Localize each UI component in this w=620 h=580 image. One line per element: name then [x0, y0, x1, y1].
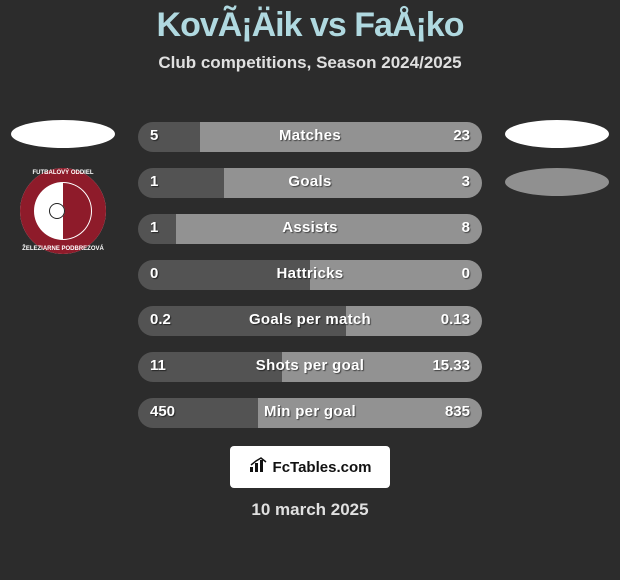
comparison-card: KovÃ¡Äik vs FaÅ¡ko Club competitions, Se…	[0, 0, 620, 580]
stat-left-value: 0	[150, 265, 158, 282]
stat-right-value: 23	[453, 127, 470, 144]
page-subtitle: Club competitions, Season 2024/2025	[0, 53, 620, 73]
chart-icon	[249, 457, 269, 477]
right-player-oval-1	[505, 120, 609, 148]
stat-bar: Goals1 3	[138, 168, 482, 198]
stat-bar: Matches5 23	[138, 122, 482, 152]
stat-label: Goals per match	[138, 311, 482, 328]
crest-right-half	[63, 183, 91, 239]
stat-bar: Assists1 8	[138, 214, 482, 244]
right-player-column	[502, 120, 612, 216]
page-title: KovÃ¡Äik vs FaÅ¡ko	[0, 0, 620, 45]
crest-ball-icon	[49, 203, 65, 219]
stat-left-value: 1	[150, 219, 158, 236]
stat-label: Matches	[138, 127, 482, 144]
stat-right-value: 0.13	[441, 311, 470, 328]
stat-label: Goals	[138, 173, 482, 190]
stat-bar: Goals per match0.2 0.13	[138, 306, 482, 336]
date-label: 10 march 2025	[0, 500, 620, 520]
crest-text-top: FUTBALOVÝ ODDIEL	[20, 170, 106, 176]
stat-right-value: 0	[462, 265, 470, 282]
left-player-oval	[11, 120, 115, 148]
right-player-oval-2	[505, 168, 609, 196]
left-player-column: FUTBALOVÝ ODDIEL ŽELEZIARNE PODBREZOVÁ	[8, 120, 118, 254]
crest-text-bottom: ŽELEZIARNE PODBREZOVÁ	[20, 246, 106, 252]
source-label: FcTables.com	[273, 459, 372, 476]
stat-left-value: 5	[150, 127, 158, 144]
stat-left-value: 11	[150, 357, 166, 374]
stat-right-value: 835	[445, 403, 470, 420]
source-badge: FcTables.com	[230, 446, 390, 488]
stat-label: Min per goal	[138, 403, 482, 420]
stat-right-value: 3	[462, 173, 470, 190]
stats-bar-group: Matches523Goals13Assists18Hattricks00Goa…	[138, 122, 482, 444]
stat-label: Shots per goal	[138, 357, 482, 374]
stat-bar: Shots per goal11 15.33	[138, 352, 482, 382]
crest-inner	[35, 183, 91, 239]
stat-label: Hattricks	[138, 265, 482, 282]
stat-left-value: 450	[150, 403, 175, 420]
stat-bar: Min per goal450 835	[138, 398, 482, 428]
stat-right-value: 8	[462, 219, 470, 236]
stat-label: Assists	[138, 219, 482, 236]
left-team-crest: FUTBALOVÝ ODDIEL ŽELEZIARNE PODBREZOVÁ	[20, 168, 106, 254]
stat-right-value: 15.33	[432, 357, 470, 374]
stat-left-value: 1	[150, 173, 158, 190]
stat-bar: Hattricks0 0	[138, 260, 482, 290]
stat-left-value: 0.2	[150, 311, 171, 328]
